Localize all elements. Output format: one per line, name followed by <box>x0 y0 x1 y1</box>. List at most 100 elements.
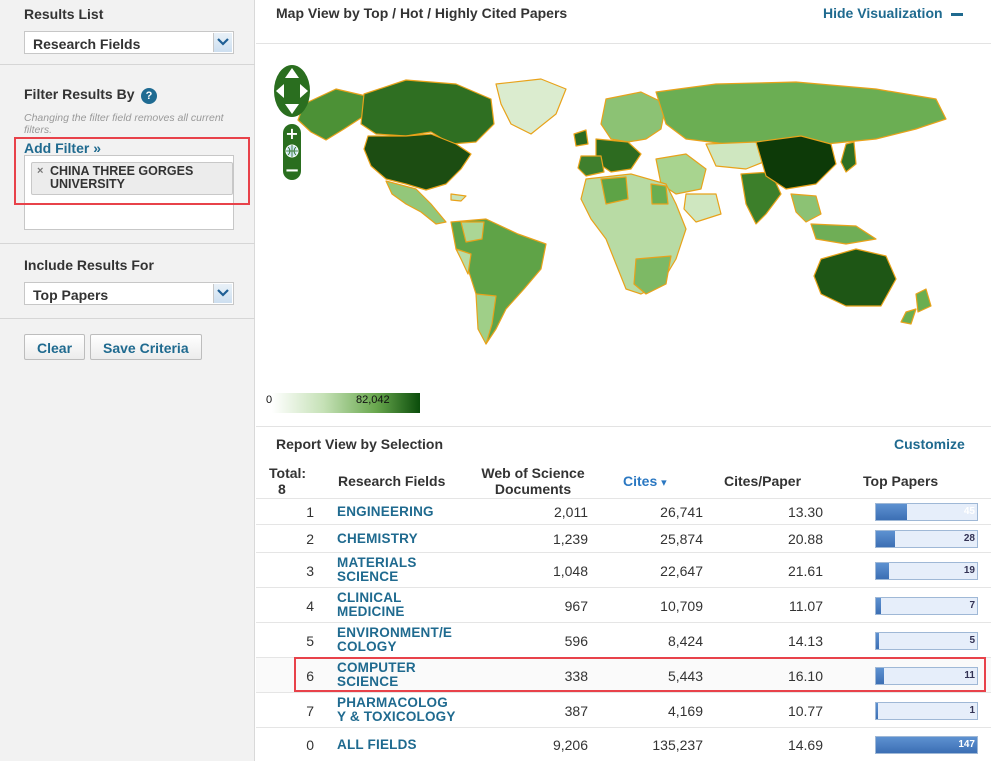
top-papers-bar[interactable]: 19 <box>875 562 978 580</box>
row-cites-per-paper: 14.69 <box>787 737 823 753</box>
row-cites-per-paper: 13.30 <box>787 504 823 520</box>
japan <box>840 141 857 173</box>
col-wos-line2: Documents <box>494 481 572 497</box>
zoom-control[interactable]: + − <box>283 124 301 185</box>
total-value: 8 <box>278 481 286 497</box>
table-row[interactable]: 3 MATERIALS SCIENCE 1,048 22,647 21.61 19 <box>256 552 991 587</box>
row-cites: 22,647 <box>660 563 703 579</box>
top-papers-count: 1 <box>969 705 975 716</box>
col-research-fields[interactable]: Research Fields <box>338 473 446 489</box>
top-papers-bar[interactable]: 7 <box>875 597 978 615</box>
row-cites: 10,709 <box>660 598 703 614</box>
table-row[interactable]: 2 CHEMISTRY 1,239 25,874 20.88 28 <box>256 524 991 552</box>
table-row[interactable]: 1 ENGINEERING 2,011 26,741 13.30 45 <box>256 498 991 524</box>
col-cites[interactable]: Cites ▾ <box>623 473 667 491</box>
top-papers-count: 45 <box>963 506 975 517</box>
filter-chip-line1: CHINA THREE GORGES <box>50 164 194 178</box>
filter-chip: × CHINA THREE GORGES UNIVERSITY <box>31 162 233 195</box>
divider <box>0 318 255 319</box>
research-field-link[interactable]: ENVIRONMENT/E COLOGY <box>337 626 467 654</box>
col-top-papers[interactable]: Top Papers <box>863 473 939 489</box>
research-field-line1: MATERIALS <box>337 555 417 570</box>
svg-text:−: − <box>284 160 299 180</box>
top-papers-count: 11 <box>964 670 975 681</box>
research-field-line1: CLINICAL <box>337 590 402 605</box>
top-papers-bar[interactable]: 11 <box>875 667 978 685</box>
remove-filter-icon[interactable]: × <box>37 165 44 177</box>
row-cites: 4,169 <box>667 703 703 719</box>
world-map[interactable]: + − 0 82,042 <box>256 43 991 426</box>
table-row[interactable]: 6 COMPUTER SCIENCE 338 5,443 16.10 11 <box>256 657 991 692</box>
top-papers-count: 7 <box>969 600 975 611</box>
row-rank: 6 <box>306 668 314 684</box>
chevron-down-icon[interactable] <box>213 33 232 52</box>
row-documents: 596 <box>564 633 588 649</box>
row-cites-per-paper: 21.61 <box>787 563 823 579</box>
peru <box>455 248 472 275</box>
top-papers-count: 5 <box>969 635 975 646</box>
caribbean <box>450 193 467 202</box>
top-papers-bar[interactable]: 147 <box>875 736 978 754</box>
row-rank: 0 <box>306 737 314 753</box>
highlight-annotation <box>294 657 986 692</box>
table-row[interactable]: 5 ENVIRONMENT/E COLOGY 596 8,424 14.13 5 <box>256 622 991 657</box>
map-title: Map View by Top / Hot / Highly Cited Pap… <box>276 5 568 21</box>
research-field-link[interactable]: COMPUTER SCIENCE <box>337 661 467 689</box>
legend-gradient <box>272 393 420 413</box>
top-papers-bar-fill <box>876 531 895 547</box>
table-row[interactable]: 4 CLINICAL MEDICINE 967 10,709 11.07 7 <box>256 587 991 622</box>
add-filter-link[interactable]: Add Filter » <box>24 140 102 156</box>
research-field-link[interactable]: ENGINEERING <box>337 505 467 519</box>
research-field-line1: CHEMISTRY <box>337 531 418 546</box>
africa-north <box>580 173 687 295</box>
row-cites-per-paper: 20.88 <box>787 531 823 547</box>
filter-box[interactable]: × CHINA THREE GORGES UNIVERSITY <box>24 155 234 230</box>
research-field-link[interactable]: PHARMACOLOG Y & TOXICOLOGY <box>337 696 467 724</box>
russia <box>655 81 947 145</box>
research-field-line2: SCIENCE <box>337 569 399 584</box>
table-row[interactable]: 0 ALL FIELDS 9,206 135,237 14.69 147 <box>256 727 991 761</box>
top-papers-bar-fill <box>876 668 884 684</box>
research-field-link[interactable]: CHEMISTRY <box>337 532 467 546</box>
customize-link[interactable]: Customize <box>894 436 965 452</box>
pan-control[interactable] <box>273 64 311 123</box>
research-field-link[interactable]: ALL FIELDS <box>337 738 467 752</box>
row-cites: 26,741 <box>660 504 703 520</box>
row-documents: 967 <box>564 598 588 614</box>
research-field-line2: SCIENCE <box>337 674 399 689</box>
row-cites-per-paper: 11.07 <box>789 598 823 614</box>
top-papers-bar[interactable]: 5 <box>875 632 978 650</box>
col-wos-documents[interactable]: Web of Science Documents <box>478 465 588 497</box>
greenland <box>495 78 567 135</box>
results-list-value: Research Fields <box>33 36 141 52</box>
top-papers-bar-fill <box>876 737 977 753</box>
save-criteria-button[interactable]: Save Criteria <box>90 334 202 360</box>
research-field-link[interactable]: MATERIALS SCIENCE <box>337 556 467 584</box>
col-cites-per-paper[interactable]: Cites/Paper <box>724 473 802 489</box>
legend-min: 0 <box>266 394 273 406</box>
research-field-line2: MEDICINE <box>337 604 405 619</box>
hide-visualization-link[interactable]: Hide Visualization <box>823 5 963 21</box>
argentina <box>475 293 497 345</box>
results-list-select[interactable]: Research Fields <box>24 31 234 54</box>
filter-chip-line2: UNIVERSITY <box>50 177 126 191</box>
clear-button[interactable]: Clear <box>24 334 86 360</box>
research-field-link[interactable]: CLINICAL MEDICINE <box>337 591 467 619</box>
kazakhstan <box>705 141 772 170</box>
total-label: Total: <box>269 465 307 481</box>
row-rank: 1 <box>306 504 314 520</box>
australia <box>813 248 897 307</box>
top-papers-bar[interactable]: 1 <box>875 702 978 720</box>
top-papers-bar[interactable]: 28 <box>875 530 978 548</box>
france-spain <box>577 155 605 177</box>
filter-results-label: Filter Results By <box>24 86 135 102</box>
help-icon[interactable]: ? <box>141 88 157 104</box>
table-row[interactable]: 7 PHARMACOLOG Y & TOXICOLOGY 387 4,169 10.77 1 <box>256 692 991 727</box>
top-papers-bar[interactable]: 45 <box>875 503 978 521</box>
row-documents: 2,011 <box>554 504 588 520</box>
arabia <box>683 193 722 223</box>
top-papers-bar-fill <box>876 703 878 719</box>
include-results-select[interactable]: Top Papers <box>24 282 234 305</box>
china <box>755 135 837 190</box>
chevron-down-icon[interactable] <box>213 284 232 303</box>
